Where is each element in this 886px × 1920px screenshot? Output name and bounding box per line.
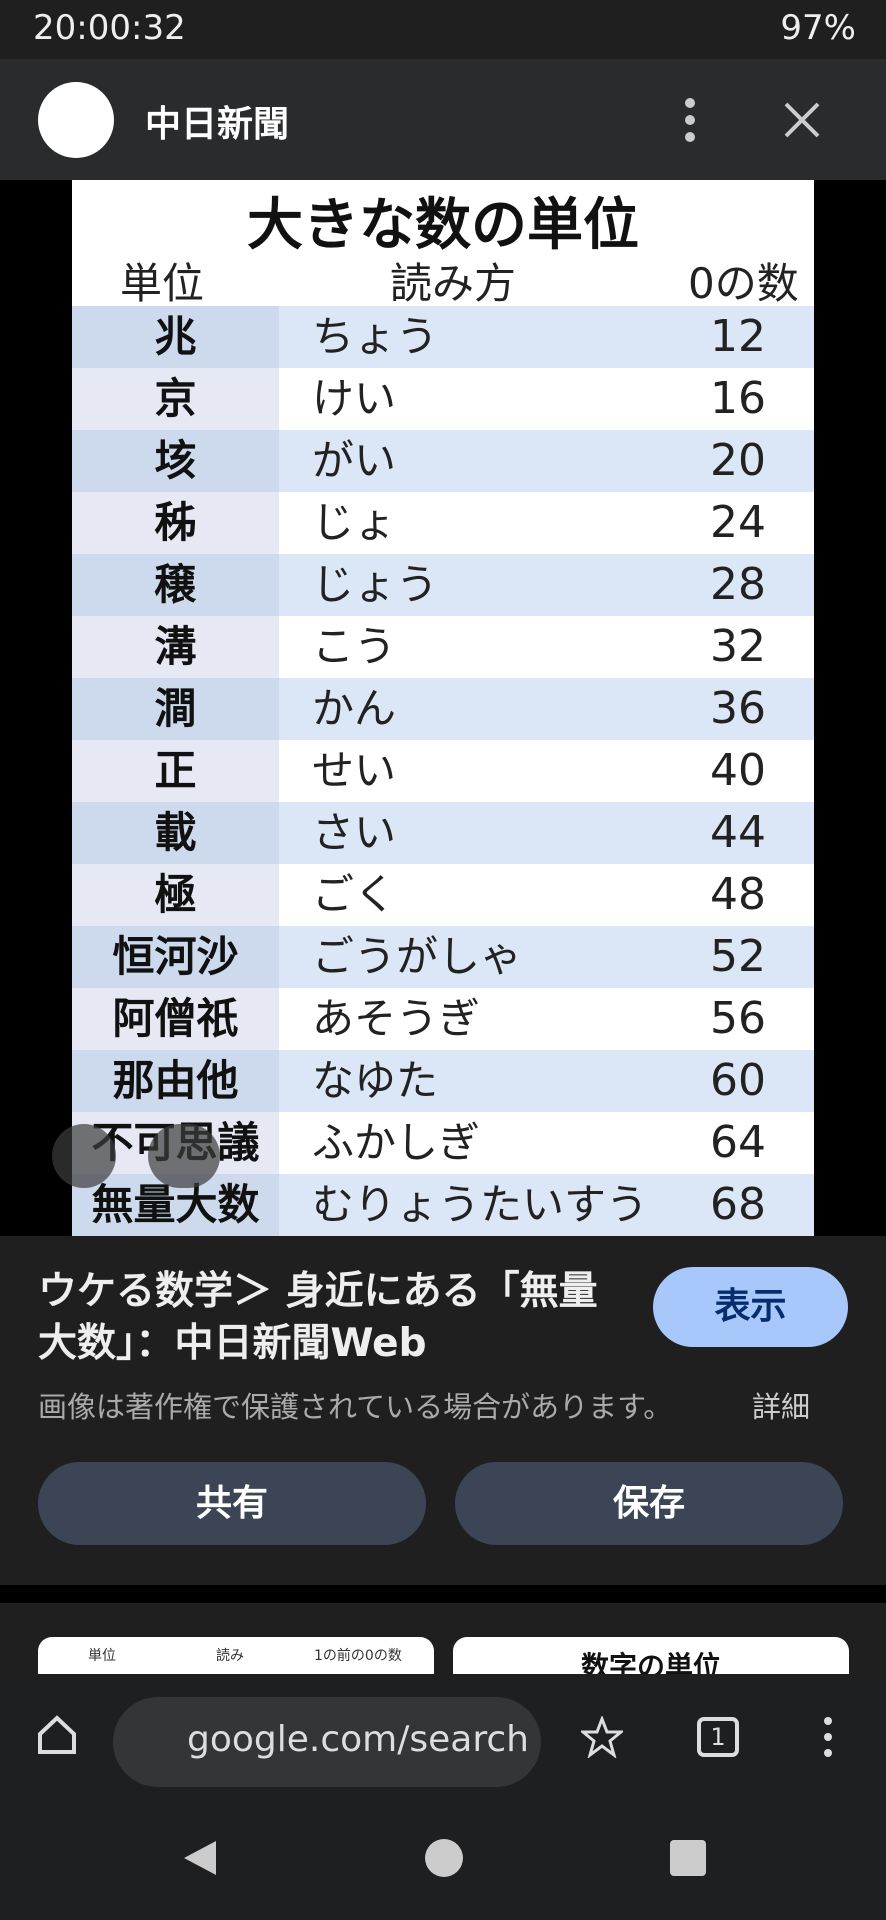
table-row: 正せい 40 bbox=[72, 740, 814, 802]
unit-cell: 兆 bbox=[72, 306, 279, 368]
zeros-cell: 52 bbox=[710, 931, 766, 982]
col-header: 0の数 bbox=[688, 259, 799, 308]
home-button[interactable] bbox=[36, 1714, 78, 1756]
thumb-text: 1の前の0の数 bbox=[314, 1648, 402, 1664]
nav-bar bbox=[0, 1796, 886, 1920]
unit-cell: 澗 bbox=[72, 678, 279, 740]
unit-cell: 那由他 bbox=[72, 1050, 279, 1112]
url-pill[interactable]: google.com/search bbox=[113, 1697, 541, 1787]
bookmark-button[interactable] bbox=[581, 1716, 623, 1758]
table-row: 阿僧祇 あそうぎ 56 bbox=[72, 988, 814, 1050]
thumb-text: 読み bbox=[216, 1648, 244, 1664]
close-button[interactable] bbox=[783, 101, 821, 139]
reading-cell: さい bbox=[312, 808, 397, 857]
table-row: 極ごく 48 bbox=[72, 864, 814, 926]
unit-cell: 溝 bbox=[72, 616, 279, 678]
battery: 97% bbox=[780, 8, 856, 48]
reading-cell: むりょうたいすう bbox=[312, 1180, 649, 1229]
result-panel: ウケる数学＞ 身近にある「無量大数」：中日新聞Web 表示 画像は著作権で保護さ… bbox=[0, 1236, 886, 1585]
table-title: 大きな数の単位 bbox=[247, 193, 639, 258]
details-link[interactable]: 詳細 bbox=[752, 1390, 811, 1424]
unit-cell: 穣 bbox=[72, 554, 279, 616]
col-header: 単位 bbox=[120, 259, 205, 308]
zeros-cell: 24 bbox=[710, 497, 766, 548]
translate-button[interactable] bbox=[148, 1124, 220, 1188]
thumb-text: 単位 bbox=[88, 1648, 116, 1664]
reading-cell: ごうがしゃ bbox=[312, 932, 523, 981]
reading-cell: けい bbox=[312, 374, 397, 423]
table-row: 澗かん 36 bbox=[72, 678, 814, 740]
menu-button[interactable] bbox=[818, 1716, 838, 1758]
unit-cell: 秭 bbox=[72, 492, 279, 554]
unit-cell: 無量大数 bbox=[72, 1174, 279, 1236]
reading-cell: じょう bbox=[312, 560, 439, 609]
zeros-cell: 28 bbox=[710, 559, 766, 610]
zeros-cell: 16 bbox=[710, 373, 766, 424]
lens-button[interactable] bbox=[52, 1124, 116, 1188]
reading-cell: かん bbox=[312, 684, 397, 733]
table-row: 載さい 44 bbox=[72, 802, 814, 864]
visit-button[interactable]: 表示 bbox=[653, 1267, 848, 1347]
table-row: 那由他 なゆた 60 bbox=[72, 1050, 814, 1112]
zeros-cell: 60 bbox=[710, 1055, 766, 1106]
table-row: 垓がい 20 bbox=[72, 430, 814, 492]
home-nav-button[interactable] bbox=[424, 1838, 464, 1878]
unit-cell: 載 bbox=[72, 802, 279, 864]
zeros-cell: 32 bbox=[710, 621, 766, 672]
tabs-button[interactable]: 1 bbox=[697, 1717, 739, 1757]
save-button[interactable]: 保存 bbox=[455, 1462, 843, 1545]
reading-cell: ちょう bbox=[312, 312, 439, 361]
reading-cell: じょ bbox=[312, 498, 397, 547]
tab-count: 1 bbox=[710, 1723, 726, 1751]
zeros-cell: 56 bbox=[710, 993, 766, 1044]
table-row: 秭じょ 24 bbox=[72, 492, 814, 554]
caption[interactable]: ウケる数学＞ 身近にある「無量大数」：中日新聞Web bbox=[38, 1269, 598, 1366]
table-row: 京けい 16 bbox=[72, 368, 814, 430]
site-name: 中日新聞 bbox=[145, 104, 290, 145]
top-bar: 中日新聞 bbox=[0, 59, 886, 180]
reading-cell: がい bbox=[312, 436, 397, 485]
site-logo[interactable] bbox=[38, 82, 114, 158]
notice: 画像は著作権で保護されている場合があります。 bbox=[38, 1390, 673, 1424]
zeros-cell: 36 bbox=[710, 683, 766, 734]
unit-cell: 極 bbox=[72, 864, 279, 926]
menu-button[interactable] bbox=[675, 97, 705, 143]
unit-cell: 恒河沙 bbox=[72, 926, 279, 988]
reading-cell: ごく bbox=[312, 870, 397, 919]
col-header: 読み方 bbox=[390, 259, 517, 308]
unit-cell: 阿僧祇 bbox=[72, 988, 279, 1050]
reading-cell: せい bbox=[312, 746, 397, 795]
zeros-cell: 12 bbox=[710, 311, 766, 362]
related: 単位 読み 1の前の0の数 数字の単位 bbox=[0, 1603, 886, 1697]
reading-cell: なゆた bbox=[312, 1056, 439, 1105]
status-bar: 20:00:32 97% bbox=[0, 0, 886, 59]
table-row: 溝こう 32 bbox=[72, 616, 814, 678]
reading-cell: ふかしぎ bbox=[312, 1118, 481, 1167]
share-button[interactable]: 共有 bbox=[38, 1462, 426, 1545]
url: google.com/search bbox=[187, 1719, 529, 1760]
zeros-cell: 64 bbox=[710, 1117, 766, 1168]
zeros-cell: 20 bbox=[710, 435, 766, 486]
zeros-cell: 68 bbox=[710, 1179, 766, 1230]
recents-button[interactable] bbox=[670, 1840, 706, 1876]
zeros-cell: 40 bbox=[710, 745, 766, 796]
table-row: 恒河沙 ごうがしゃ 52 bbox=[72, 926, 814, 988]
browser-bar: google.com/search 1 bbox=[0, 1674, 886, 1796]
image[interactable]: 大きな数の単位 単位 読み方 0の数 兆ちょう 12 京けい 16 垓がい 20 秭じょ 24… bbox=[0, 180, 886, 1236]
zeros-cell: 44 bbox=[710, 807, 766, 858]
unit-cell: 正 bbox=[72, 740, 279, 802]
time: 20:00:32 bbox=[33, 8, 186, 48]
back-button[interactable] bbox=[180, 1838, 220, 1878]
unit-cell: 垓 bbox=[72, 430, 279, 492]
reading-cell: あそうぎ bbox=[312, 994, 481, 1043]
zeros-cell: 48 bbox=[710, 869, 766, 920]
table-row: 穣じょう 28 bbox=[72, 554, 814, 616]
unit-cell: 京 bbox=[72, 368, 279, 430]
reading-cell: こう bbox=[312, 622, 397, 671]
table-row: 兆ちょう 12 bbox=[72, 306, 814, 368]
